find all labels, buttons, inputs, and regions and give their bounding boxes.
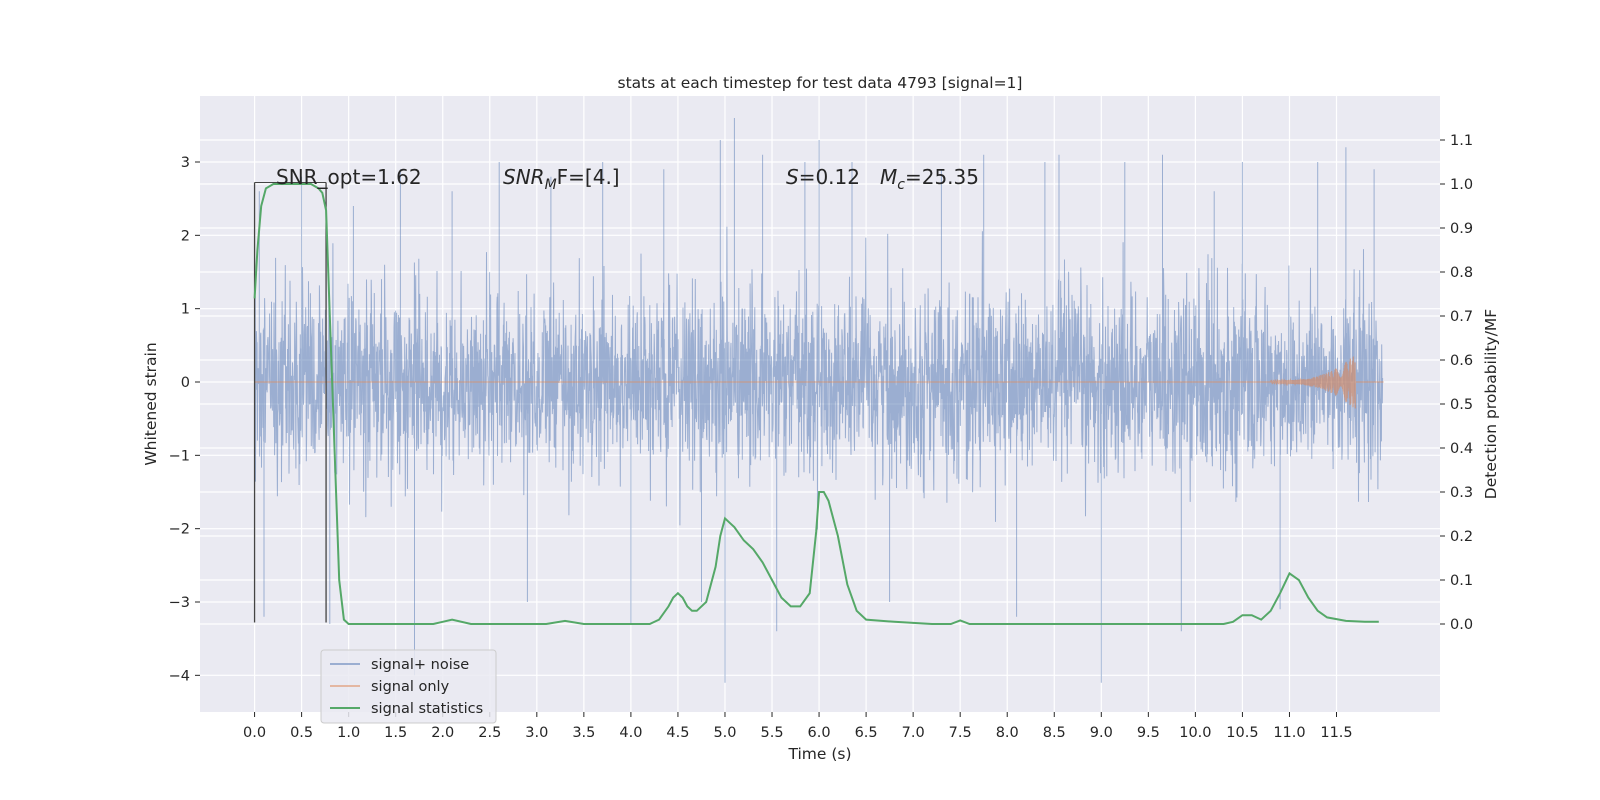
x-tick-label: 7.0: [902, 725, 925, 741]
y2-tick-label: 1.0: [1450, 177, 1473, 193]
annotation-mc-sub: c: [897, 177, 905, 193]
x-axis-label: Time (s): [787, 745, 851, 763]
series-signal-only: [253, 182, 1384, 623]
y-tick-label: −1: [169, 448, 190, 464]
x-tick-label: 1.5: [384, 725, 407, 741]
y2-tick-label: 0.7: [1450, 309, 1473, 325]
series-signal-statistics: [253, 183, 1379, 625]
x-tick-label: 6.0: [808, 725, 831, 741]
legend: signal+ noise signal only signal statist…: [320, 649, 497, 724]
y2-tick-label: 0.1: [1450, 573, 1473, 589]
y2-tick-label: 0.6: [1450, 353, 1473, 369]
annotation-mc-prefix: M: [880, 165, 897, 189]
x-tick-label: 1.0: [337, 725, 360, 741]
legend-box: [320, 649, 497, 724]
y2-tick-label: 0.2: [1450, 529, 1473, 545]
x-tick-label: 10.5: [1226, 725, 1258, 741]
y2-tick-label: 0.9: [1450, 221, 1473, 237]
x-tick-label: 2.0: [431, 725, 454, 741]
legend-label-signal-noise: signal+ noise: [371, 657, 469, 673]
x-tick-label: 2.5: [478, 725, 501, 741]
x-tick-label: 5.0: [713, 725, 736, 741]
ticks: 0.0 0.5 1.0 1.5 2.0 2.5 3.0 3.5 4.0 4.5 5.0 5.5 6.0 6…: [169, 133, 1473, 741]
annotation-snr-mf-sub: M: [545, 177, 557, 193]
annotation-snr-mf-suffix: F=[4.]: [557, 165, 620, 189]
legend-label-signal-only: signal only: [371, 679, 450, 695]
x-tick-label: 6.5: [855, 725, 878, 741]
x-tick-label: 0.5: [290, 725, 313, 741]
annotation-s: S=0.12: [786, 165, 860, 189]
x-tick-label: 11.5: [1320, 725, 1352, 741]
annotation-mc-value: =25.35: [905, 165, 979, 189]
x-tick-label: 0.0: [243, 725, 266, 741]
y-tick-label: 1: [181, 302, 190, 318]
y2-tick-label: 0.8: [1450, 265, 1473, 281]
annotation-mc: Mc=25.35: [880, 165, 979, 193]
x-tick-label: 10.0: [1179, 725, 1211, 741]
x-tick-label: 5.5: [760, 725, 783, 741]
x-tick-label: 11.0: [1273, 725, 1305, 741]
signal-noise-line: [254, 118, 1384, 683]
annotation-s-value: =0.12: [799, 165, 860, 189]
y2-axis-label: Detection probability/MF: [1482, 309, 1500, 500]
x-tick-label: 4.5: [666, 725, 689, 741]
x-tick-label: 3.5: [572, 725, 595, 741]
x-tick-label: 9.5: [1137, 725, 1160, 741]
annotation-snr-mf-prefix: SNR: [503, 165, 545, 189]
x-tick-label: 9.0: [1090, 725, 1113, 741]
x-tick-label: 3.0: [525, 725, 548, 741]
series-signal-noise: [254, 118, 1384, 683]
y-tick-label: −3: [169, 595, 190, 611]
x-tick-label: 4.0: [619, 725, 642, 741]
y2-tick-label: 0.3: [1450, 485, 1473, 501]
annotation-snr-mf: SNRMF=[4.]: [503, 165, 620, 193]
y-axis-label: Whitened strain: [142, 342, 160, 465]
chart-title: stats at each timestep for test data 479…: [618, 74, 1023, 92]
y-tick-label: −2: [169, 522, 190, 538]
y2-tick-label: 0.0: [1450, 617, 1473, 633]
x-tick-label: 7.5: [949, 725, 972, 741]
y-tick-label: 3: [181, 155, 190, 171]
y2-tick-label: 0.4: [1450, 441, 1473, 457]
y-tick-label: −4: [169, 668, 190, 684]
annotation-s-prefix: S: [786, 165, 799, 189]
annotation-snr-opt: SNR_opt=1.62: [276, 165, 422, 189]
x-tick-label: 8.0: [996, 725, 1019, 741]
y2-tick-label: 1.1: [1450, 133, 1473, 149]
x-tick-label: 8.5: [1043, 725, 1066, 741]
signal-statistics-line: [253, 183, 1379, 625]
legend-label-signal-statistics: signal statistics: [371, 701, 483, 717]
y2-tick-label: 0.5: [1450, 397, 1473, 413]
y-tick-label: 2: [181, 228, 190, 244]
y-tick-label: 0: [181, 375, 190, 391]
signal-only-line: [254, 356, 1384, 409]
